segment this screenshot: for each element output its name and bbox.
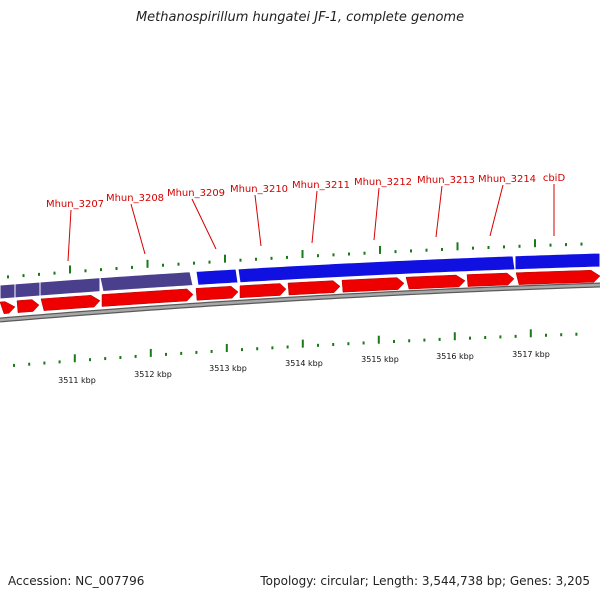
blue-band <box>195 268 239 286</box>
gene-label-leader <box>254 194 262 247</box>
blue-band <box>514 252 600 271</box>
genome-backbone <box>0 282 600 323</box>
gene-arrow <box>195 286 239 301</box>
gene-arrow <box>287 280 341 296</box>
gene-label: Mhun_3207 <box>46 199 104 210</box>
gene-arrow <box>239 283 287 299</box>
backbone-inner <box>0 283 600 322</box>
bottom-tick-marks <box>13 329 578 367</box>
gene-label: Mhun_3213 <box>417 175 475 186</box>
purple-band <box>39 277 101 297</box>
gene-label-leader <box>130 203 146 255</box>
top-tick-marks <box>7 239 583 279</box>
position-label: 3514 kbp <box>285 359 323 368</box>
position-label: 3513 kbp <box>209 364 247 373</box>
gene-label: Mhun_3208 <box>106 193 164 204</box>
gene-arrow <box>0 301 16 314</box>
feature-bands <box>0 252 600 300</box>
position-label: 3512 kbp <box>134 370 172 379</box>
gene-label: cbiD <box>543 173 566 184</box>
topology-text: Topology: circular; Length: 3,544,738 bp… <box>260 574 590 588</box>
purple-band <box>99 271 194 292</box>
gene-label-leader <box>67 209 72 262</box>
gene-arrow <box>515 270 600 285</box>
gene-label-leader <box>373 187 380 241</box>
position-label: 3511 kbp <box>58 376 96 385</box>
position-label: 3516 kbp <box>436 352 474 361</box>
gene-label: Mhun_3212 <box>354 177 412 188</box>
position-label: 3515 kbp <box>361 355 399 364</box>
gene-label-leader <box>435 185 443 238</box>
gene-arrow <box>341 277 405 293</box>
purple-band <box>0 283 16 300</box>
gene-arrows <box>0 270 600 314</box>
accession-text: Accession: NC_007796 <box>8 574 145 588</box>
gene-label: Mhun_3210 <box>230 184 288 195</box>
gene-label-leader <box>489 184 504 237</box>
gene-label: Mhun_3209 <box>167 188 225 199</box>
position-labels: 3511 kbp 3512 kbp 3513 kbp 3514 kbp 3515 kbp… <box>58 350 550 385</box>
gene-arrow <box>405 274 466 290</box>
gene-label-leader <box>191 198 217 250</box>
gene-label: Mhun_3214 <box>478 174 536 185</box>
gene-arrow <box>40 295 101 311</box>
gene-arrow <box>466 272 515 287</box>
gene-arrow <box>101 288 194 307</box>
map-title: Methanospirillum hungatei JF-1, complete… <box>135 10 465 25</box>
gene-label: Mhun_3211 <box>292 180 350 191</box>
gene-label-leader <box>311 190 318 244</box>
gene-arrow <box>16 299 40 313</box>
position-label: 3517 kbp <box>512 350 550 359</box>
purple-band <box>14 281 41 299</box>
